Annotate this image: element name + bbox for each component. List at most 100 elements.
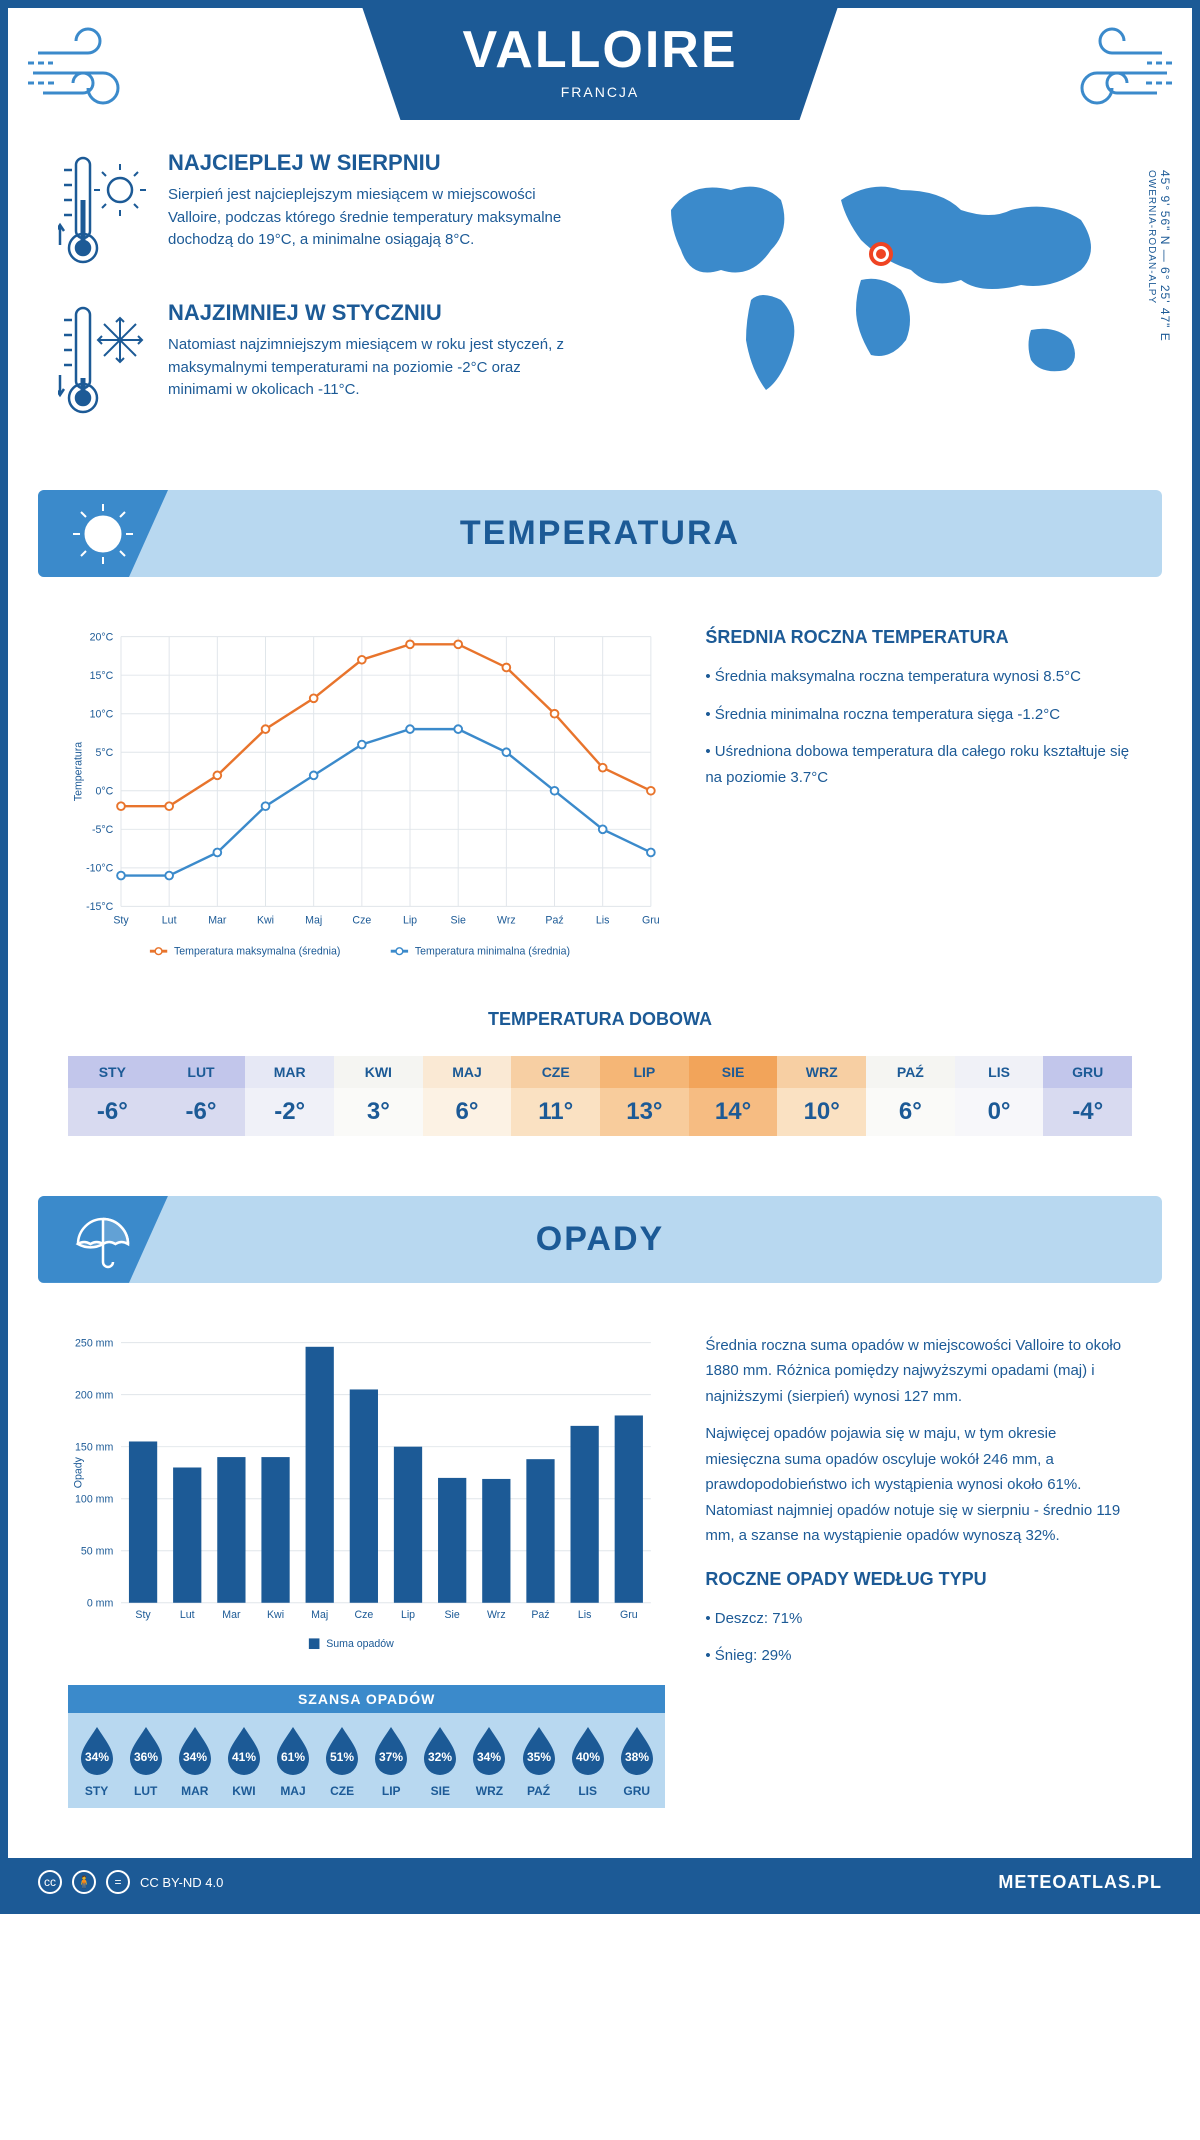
svg-text:150 mm: 150 mm xyxy=(75,1441,113,1453)
warmest-title: NAJCIEPLEJ W SIERPNIU xyxy=(168,150,580,176)
license-text: CC BY-ND 4.0 xyxy=(140,1875,223,1890)
svg-text:Mar: Mar xyxy=(222,1609,241,1621)
svg-text:250 mm: 250 mm xyxy=(75,1337,113,1349)
svg-text:Wrz: Wrz xyxy=(497,915,516,927)
page-subtitle: FRANCJA xyxy=(462,84,737,100)
drop-cell: 51%CZE xyxy=(318,1723,367,1798)
svg-text:Paź: Paź xyxy=(531,1609,549,1621)
temp-bullet-0: • Średnia maksymalna roczna temperatura … xyxy=(705,664,1132,690)
sun-corner-icon xyxy=(38,490,168,577)
coordinates: 45° 9' 56" N — 6° 25' 47" E OWERNIA-RODA… xyxy=(1144,170,1172,342)
svg-text:Sie: Sie xyxy=(451,915,466,927)
temp-chart-section: -15°C-10°C-5°C0°C5°C10°C15°C20°CStyLutMa… xyxy=(8,597,1192,1009)
svg-text:37%: 37% xyxy=(379,1750,403,1764)
precip-snow: • Śnieg: 29% xyxy=(705,1643,1132,1669)
footer: cc 🧍 = CC BY-ND 4.0 METEOATLAS.PL xyxy=(8,1858,1192,1906)
drop-cell: 41%KWI xyxy=(219,1723,268,1798)
svg-text:34%: 34% xyxy=(477,1750,501,1764)
coldest-text: Natomiast najzimniejszym miesiącem w rok… xyxy=(168,334,580,402)
drop-cell: 32%SIE xyxy=(416,1723,465,1798)
svg-text:Cze: Cze xyxy=(354,1609,373,1621)
svg-text:Kwi: Kwi xyxy=(267,1609,284,1621)
svg-text:Lis: Lis xyxy=(596,915,610,927)
temp-cell: CZE11° xyxy=(511,1046,600,1146)
svg-text:-5°C: -5°C xyxy=(92,824,114,836)
svg-text:0°C: 0°C xyxy=(96,786,114,798)
svg-text:Mar: Mar xyxy=(208,915,227,927)
precip-banner: OPADY xyxy=(38,1196,1162,1283)
daily-temp-title: TEMPERATURA DOBOWA xyxy=(68,1009,1132,1030)
map-container: 45° 9' 56" N — 6° 25' 47" E OWERNIA-RODA… xyxy=(620,150,1142,450)
temp-cell: GRU-4° xyxy=(1043,1046,1132,1146)
temp-cell: LIP13° xyxy=(600,1046,689,1146)
precip-title: OPADY xyxy=(38,1220,1162,1259)
precip-p2: Najwięcej opadów pojawia się w maju, w t… xyxy=(705,1421,1132,1549)
svg-text:Cze: Cze xyxy=(352,915,371,927)
svg-text:50 mm: 50 mm xyxy=(81,1545,114,1557)
svg-text:36%: 36% xyxy=(134,1750,158,1764)
svg-text:15°C: 15°C xyxy=(90,670,114,682)
svg-text:Kwi: Kwi xyxy=(257,915,274,927)
svg-text:35%: 35% xyxy=(527,1750,551,1764)
precip-type-title: ROCZNE OPADY WEDŁUG TYPU xyxy=(705,1569,1132,1590)
by-icon: 🧍 xyxy=(72,1870,96,1894)
coldest-title: NAJZIMNIEJ W STYCZNIU xyxy=(168,300,580,326)
warmest-block: NAJCIEPLEJ W SIERPNIU Sierpień jest najc… xyxy=(58,150,580,270)
page-title: VALLOIRE xyxy=(462,20,737,80)
svg-text:Temperatura minimalna (średnia: Temperatura minimalna (średnia) xyxy=(415,946,570,958)
temp-cell: LUT-6° xyxy=(157,1046,246,1146)
svg-text:0 mm: 0 mm xyxy=(87,1597,114,1609)
umbrella-corner-icon xyxy=(38,1196,168,1283)
precip-p1: Średnia roczna suma opadów w miejscowośc… xyxy=(705,1333,1132,1410)
drop-cell: 40%LIS xyxy=(563,1723,612,1798)
svg-text:41%: 41% xyxy=(232,1750,256,1764)
world-map xyxy=(620,150,1142,410)
header: VALLOIRE FRANCJA xyxy=(8,8,1192,120)
svg-text:Maj: Maj xyxy=(305,915,322,927)
drop-cell: 61%MAJ xyxy=(268,1723,317,1798)
svg-text:20°C: 20°C xyxy=(90,631,114,643)
drop-cell: 35%PAŹ xyxy=(514,1723,563,1798)
svg-text:32%: 32% xyxy=(428,1750,452,1764)
wind-icon xyxy=(28,18,158,118)
svg-text:34%: 34% xyxy=(85,1750,109,1764)
temp-desc: ŚREDNIA ROCZNA TEMPERATURA • Średnia mak… xyxy=(705,627,1132,979)
svg-text:Paź: Paź xyxy=(545,915,563,927)
svg-text:Sie: Sie xyxy=(445,1609,460,1621)
temp-desc-title: ŚREDNIA ROCZNA TEMPERATURA xyxy=(705,627,1132,648)
precip-chance-row: 34%STY36%LUT34%MAR41%KWI61%MAJ51%CZE37%L… xyxy=(68,1713,665,1808)
nd-icon: = xyxy=(106,1870,130,1894)
daily-temp: TEMPERATURA DOBOWA STY-6°LUT-6°MAR-2°KWI… xyxy=(8,1009,1192,1176)
svg-text:Gru: Gru xyxy=(620,1609,638,1621)
svg-text:-10°C: -10°C xyxy=(86,863,114,875)
wind-icon xyxy=(1042,18,1172,118)
drop-cell: 34%STY xyxy=(72,1723,121,1798)
svg-text:34%: 34% xyxy=(183,1750,207,1764)
svg-text:38%: 38% xyxy=(625,1750,649,1764)
intro-text: NAJCIEPLEJ W SIERPNIU Sierpień jest najc… xyxy=(58,150,580,450)
svg-text:51%: 51% xyxy=(330,1750,354,1764)
infographic-frame: VALLOIRE FRANCJA xyxy=(0,0,1200,1914)
title-banner: VALLOIRE FRANCJA xyxy=(362,8,837,120)
temp-cell: SIE14° xyxy=(689,1046,778,1146)
temp-bullet-2: • Uśredniona dobowa temperatura dla całe… xyxy=(705,739,1132,790)
svg-text:Lis: Lis xyxy=(578,1609,592,1621)
svg-text:200 mm: 200 mm xyxy=(75,1389,113,1401)
drop-cell: 37%LIP xyxy=(367,1723,416,1798)
svg-text:Lip: Lip xyxy=(403,915,417,927)
temp-bullet-1: • Średnia minimalna roczna temperatura s… xyxy=(705,702,1132,728)
cc-icon: cc xyxy=(38,1870,62,1894)
precip-rain: • Deszcz: 71% xyxy=(705,1606,1132,1632)
coldest-block: NAJZIMNIEJ W STYCZNIU Natomiast najzimni… xyxy=(58,300,580,420)
intro-section: NAJCIEPLEJ W SIERPNIU Sierpień jest najc… xyxy=(8,120,1192,470)
precip-chart-area: 0 mm50 mm100 mm150 mm200 mm250 mmOpadySt… xyxy=(68,1333,665,1829)
daily-temp-table: STY-6°LUT-6°MAR-2°KWI3°MAJ6°CZE11°LIP13°… xyxy=(68,1046,1132,1146)
precip-chart-section: 0 mm50 mm100 mm150 mm200 mm250 mmOpadySt… xyxy=(8,1303,1192,1859)
svg-text:Sty: Sty xyxy=(113,915,129,927)
temp-cell: WRZ10° xyxy=(777,1046,866,1146)
svg-text:10°C: 10°C xyxy=(90,709,114,721)
temp-cell: LIS0° xyxy=(955,1046,1044,1146)
drop-cell: 38%GRU xyxy=(612,1723,661,1798)
svg-text:40%: 40% xyxy=(576,1750,600,1764)
svg-text:5°C: 5°C xyxy=(96,747,114,759)
